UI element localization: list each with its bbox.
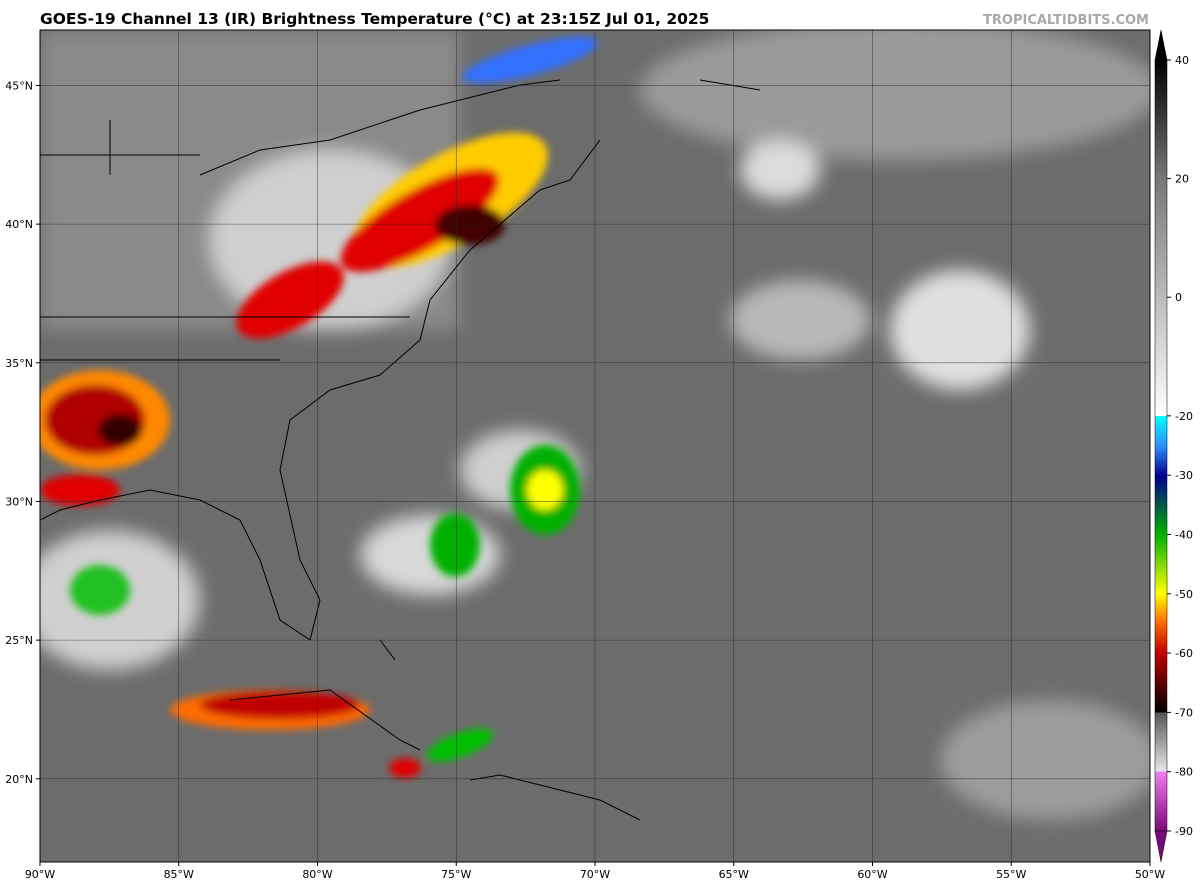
colorbar-extend-top: [1154, 29, 1168, 61]
y-tick-label: 20°N: [5, 773, 33, 786]
storm: [340, 168, 500, 272]
colorbar: [1154, 59, 1168, 832]
storm: [40, 474, 120, 506]
colorbar-tick-label: -80: [1175, 766, 1193, 779]
colorbar-tick-label: 20: [1175, 173, 1189, 186]
x-tick-label: 80°W: [302, 868, 332, 881]
storm: [462, 36, 598, 84]
colorbar-tick-label: -50: [1175, 588, 1193, 601]
storm: [435, 205, 505, 245]
storm: [426, 728, 494, 762]
credit: TROPICALTIDBITS.COM: [983, 13, 1149, 28]
colorbar-tick-label: -40: [1175, 528, 1193, 541]
y-tick-label: 35°N: [5, 357, 33, 370]
colorbar-tick-label: -90: [1175, 825, 1193, 838]
storm: [527, 470, 563, 510]
y-tick-label: 45°N: [5, 79, 33, 92]
title: GOES-19 Channel 13 (IR) Brightness Tempe…: [40, 10, 709, 28]
storm: [236, 261, 344, 339]
colorbar-tick-label: -60: [1175, 647, 1193, 660]
storm: [430, 513, 480, 577]
cloud: [730, 280, 870, 360]
x-tick-label: 85°W: [164, 868, 194, 881]
storm: [70, 565, 130, 615]
cloud: [890, 270, 1030, 390]
storm: [200, 691, 360, 719]
cloud: [640, 30, 1150, 160]
x-tick-label: 90°W: [25, 868, 55, 881]
y-tick-label: 25°N: [5, 634, 33, 647]
colorbar-tick-label: -20: [1175, 410, 1193, 423]
y-tick-label: 30°N: [5, 495, 33, 508]
cloud: [740, 140, 820, 200]
x-tick-label: 55°W: [996, 868, 1026, 881]
colorbar-tick-label: -70: [1175, 706, 1193, 719]
colorbar-extend-bottom: [1154, 830, 1168, 863]
cloud: [940, 700, 1150, 820]
x-tick-label: 60°W: [857, 868, 887, 881]
x-tick-label: 75°W: [441, 868, 471, 881]
colorbar-tick-label: -30: [1175, 469, 1193, 482]
y-tick-label: 40°N: [5, 218, 33, 231]
x-tick-label: 70°W: [580, 868, 610, 881]
colorbar-tick-label: 40: [1175, 54, 1189, 67]
satellite-image: [40, 30, 1150, 862]
storm: [389, 758, 421, 778]
coastline: [40, 79, 761, 821]
cloud: [360, 515, 500, 595]
storm: [98, 414, 142, 446]
x-tick-label: 65°W: [719, 868, 749, 881]
colorbar-tick-label: 0: [1175, 291, 1182, 304]
x-tick-label: 50°W: [1135, 868, 1165, 881]
